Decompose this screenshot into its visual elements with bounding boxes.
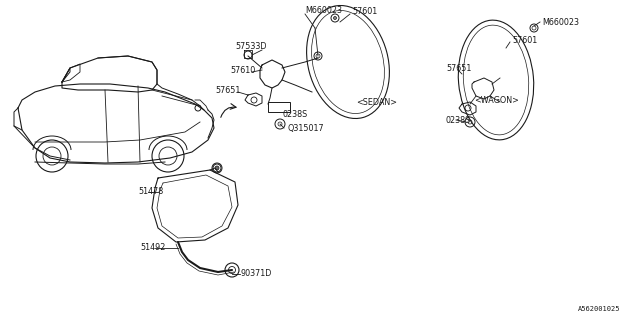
Text: 0238S: 0238S [445,116,470,124]
Text: 57610: 57610 [230,66,255,75]
Text: 57601: 57601 [352,6,377,15]
Text: 57601: 57601 [512,36,537,44]
Text: 57533D: 57533D [235,42,266,51]
Circle shape [333,17,337,20]
Circle shape [215,166,219,170]
Text: 51492: 51492 [140,244,165,252]
Text: <SEDAN>: <SEDAN> [356,98,397,107]
Text: A562001025: A562001025 [577,306,620,312]
Text: 57651: 57651 [215,85,241,94]
Text: 0238S: 0238S [282,109,307,118]
Text: 51478: 51478 [138,188,163,196]
Text: <WAGON>: <WAGON> [474,95,519,105]
Text: 90371D: 90371D [240,269,271,278]
Text: 57651: 57651 [446,63,472,73]
Text: M660023: M660023 [305,5,342,14]
Text: Q315017: Q315017 [287,124,324,132]
Text: M660023: M660023 [542,18,579,27]
